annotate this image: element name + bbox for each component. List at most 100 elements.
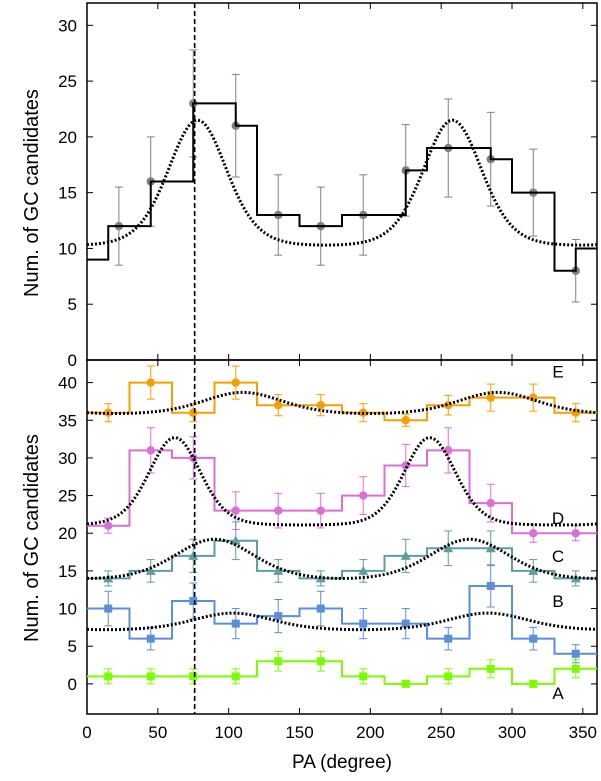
series-e-point (401, 416, 410, 425)
series-c-step-line (87, 539, 597, 580)
series-b-point (189, 597, 198, 606)
series-c-point (528, 565, 539, 575)
series-b-point (444, 634, 453, 643)
series-a-point (571, 664, 580, 673)
series-d-point (146, 446, 155, 455)
series-c-point (485, 543, 496, 553)
series-c-point (230, 535, 241, 545)
series-b-step-line (87, 584, 597, 655)
series-b-point (274, 612, 283, 621)
series-a-point (104, 672, 113, 681)
top-step-line (87, 102, 597, 272)
series-e-point (486, 393, 495, 402)
series-a-point (189, 672, 198, 681)
top-y-axis-label: Num. of GC candidates (21, 89, 43, 297)
bottom-plot-area: 0 5 10 15 20 25 30 35 40 0 50 100 150 200 250 300 350 E DC… (58, 359, 598, 742)
series-b-point (571, 649, 580, 658)
x-tick-label: 0 (82, 723, 91, 742)
series-c-point (400, 550, 411, 560)
series-a-point (486, 664, 495, 673)
y-tick-label: 0 (68, 351, 77, 370)
bottom-panel: 0 5 10 15 20 25 30 35 40 0 50 100 150 200 250 300 350 E DC… (21, 359, 598, 773)
series-b-model-curve (87, 611, 597, 632)
x-tick-label: 300 (498, 723, 526, 742)
series-b-point (104, 604, 113, 613)
series-c-point (358, 565, 369, 575)
x-tick-label: 250 (427, 723, 455, 742)
x-tick-label: 50 (148, 723, 167, 742)
series-d-step-line (87, 449, 597, 535)
y-tick-label: 20 (58, 128, 77, 147)
bottom-y-axis-label: Num. of GC candidates (21, 434, 43, 642)
series-d-point (529, 529, 538, 538)
series-e-point (189, 408, 198, 417)
plot-frame (86, 359, 598, 715)
series-a-point (231, 672, 240, 681)
plot-content (87, 3, 597, 360)
y-tick-label: 30 (58, 16, 77, 35)
x-tick-label: 100 (214, 723, 242, 742)
series-a-step-line (87, 660, 597, 685)
series-label-b: B (552, 592, 563, 611)
series-e-point (444, 400, 453, 410)
y-tick-label: 0 (68, 675, 77, 694)
y-tick-label: 5 (68, 295, 77, 314)
series-b-point (401, 619, 410, 628)
top-plot-area: 0 5 10 15 20 25 30 (58, 2, 598, 370)
x-tick-label: 350 (569, 723, 597, 742)
series-a-point (146, 672, 155, 681)
y-tick-label: 10 (58, 239, 77, 258)
series-e-point (146, 378, 155, 387)
series-b-point (146, 634, 155, 643)
y-tick-label: 35 (58, 411, 77, 430)
y-tick-label: 25 (58, 72, 77, 91)
series-c-point (273, 565, 284, 575)
series-e-model-curve (87, 390, 597, 415)
plot-content (87, 360, 597, 714)
series-e-point (274, 400, 283, 410)
series-a-point (529, 679, 538, 688)
series-label-d: D (552, 509, 564, 528)
series-c-point (443, 543, 454, 553)
series-c-model-curve (87, 537, 597, 580)
top-panel: 0 5 10 15 20 25 30 Num. of GC candidates (21, 2, 598, 370)
y-tick-label: 5 (68, 637, 77, 656)
series-a-point (359, 672, 368, 681)
y-tick-label: 30 (58, 449, 77, 468)
series-d-point (359, 491, 368, 500)
y-tick-label: 20 (58, 524, 77, 543)
series-c-point (188, 550, 199, 560)
series-d-model-curve (87, 436, 597, 527)
series-label-c: C (552, 547, 564, 566)
y-tick-label: 10 (58, 600, 77, 619)
x-axis-label: PA (degree) (292, 752, 392, 773)
series-d-point (571, 529, 580, 538)
y-tick-label: 25 (58, 487, 77, 506)
series-b-point (486, 581, 495, 590)
series-b-point (359, 619, 368, 628)
series-b-point (231, 619, 240, 628)
series-label-a: A (552, 684, 564, 703)
series-a-point (316, 657, 325, 666)
x-tick-label: 150 (285, 723, 313, 742)
series-d-point (104, 521, 113, 530)
series-d-point (231, 506, 240, 515)
series-label-e: E (552, 362, 563, 381)
top-model-curve (87, 118, 597, 247)
series-a-point (401, 679, 410, 688)
series-b-point (316, 604, 325, 613)
y-tick-label: 15 (58, 562, 77, 581)
series-d-point (486, 498, 495, 508)
series-e-point (316, 400, 325, 410)
series-d-point (274, 506, 283, 515)
series-c-point (145, 565, 156, 575)
series-d-point (401, 461, 410, 470)
series-e-step-line (87, 381, 597, 422)
series-b-point (529, 634, 538, 643)
series-e-point (231, 378, 240, 387)
y-tick-label: 40 (58, 374, 77, 393)
x-tick-label: 200 (356, 723, 384, 742)
series-d-point (444, 446, 453, 455)
series-a-point (274, 657, 283, 666)
